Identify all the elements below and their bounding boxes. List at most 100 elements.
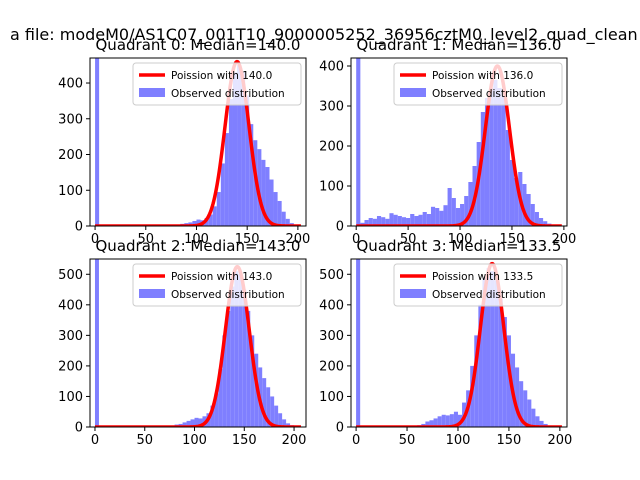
histogram-bar	[356, 58, 361, 226]
histogram-bar	[527, 399, 532, 427]
subplot-title: Quadrant 2: Median=143.0	[96, 237, 301, 255]
y-tick-label: 400	[58, 77, 83, 92]
x-tick-label: 100	[184, 232, 209, 247]
x-tick-label: 50	[138, 232, 155, 247]
histogram-bar	[522, 184, 527, 226]
subplot-title: Quadrant 0: Median=140.0	[96, 36, 301, 54]
histogram-bar	[478, 304, 483, 427]
histogram-bar	[519, 381, 524, 427]
histogram-bar	[242, 289, 247, 427]
histogram-bar	[238, 274, 243, 427]
y-tick-label: 100	[319, 390, 344, 405]
histogram-bar	[480, 112, 485, 226]
histogram-bar	[497, 88, 502, 226]
histogram-bar	[356, 259, 361, 427]
histogram-bar	[194, 417, 199, 427]
histogram-bar	[422, 212, 427, 226]
histogram-bar	[222, 335, 227, 427]
histogram-bar	[95, 58, 100, 226]
histogram-bar	[250, 335, 255, 427]
histogram-bar	[265, 167, 270, 226]
subplot-quadrant-0: 0 50 100 150 200 0 100 200 300 400 Quadrant 0: Med…	[58, 36, 310, 247]
histogram-bar	[505, 130, 510, 226]
legend-observed-label: Observed distribution	[171, 289, 285, 301]
histogram-bar	[262, 378, 267, 427]
y-tick-label: 0	[336, 421, 344, 436]
subplot-quadrant-2: 0 50 100 150 200 0 100 200 300 400 500 Quadrant 2: …	[58, 237, 307, 448]
histogram-bar	[232, 72, 238, 226]
histogram-bar	[439, 210, 444, 226]
histogram-bar	[182, 422, 187, 427]
histogram-bar	[435, 208, 440, 226]
legend-observed-label: Observed distribution	[171, 88, 285, 100]
histogram-bar	[509, 160, 515, 226]
histogram-bar	[234, 271, 239, 427]
legend-observed-label: Observed distribution	[432, 88, 546, 100]
y-tick-label: 300	[319, 329, 344, 344]
histogram-bar	[486, 268, 491, 427]
x-tick-label: 150	[235, 232, 260, 247]
histogram-bar	[445, 415, 450, 427]
histogram-bar	[433, 418, 438, 427]
histogram-bar	[376, 216, 382, 226]
legend-observed-swatch	[139, 88, 165, 97]
histogram-bar	[468, 182, 473, 226]
histogram-bar	[526, 194, 531, 226]
histogram-bar	[389, 213, 394, 226]
y-tick-label: 0	[75, 220, 83, 235]
histogram-bar	[437, 416, 442, 427]
histogram-bar	[385, 218, 390, 226]
histogram-bar	[246, 310, 251, 427]
poisson-curve	[355, 64, 563, 226]
histogram-bar	[410, 214, 415, 226]
histogram-bar	[418, 214, 423, 226]
legend: Poission with 133.5 Observed distribution	[393, 263, 563, 307]
histogram-bar	[501, 96, 506, 226]
subplot-title: Quadrant 3: Median=133.5	[357, 237, 562, 255]
x-tick-label: 100	[448, 232, 473, 247]
histogram-bar	[278, 413, 283, 427]
y-tick-label: 400	[58, 298, 83, 313]
histogram-bar	[406, 218, 411, 226]
histogram-bar	[218, 368, 223, 427]
y-tick-label: 100	[58, 390, 83, 405]
histogram-bar	[482, 277, 487, 427]
legend: Poission with 136.0 Observed distribution	[393, 62, 563, 106]
histogram-bar	[220, 163, 225, 226]
y-tick-label: 300	[58, 329, 83, 344]
histogram-bar	[274, 405, 279, 427]
axes-frame	[350, 258, 568, 428]
legend-poisson-label: Poission with 143.0	[171, 271, 272, 283]
histogram-bar	[364, 220, 369, 226]
histogram-bar	[429, 420, 434, 427]
histogram-bar	[464, 196, 469, 226]
histogram-bar	[224, 133, 229, 226]
y-tick-label: 500	[58, 268, 83, 283]
y-tick-label: 400	[319, 60, 344, 75]
histogram-bar	[196, 219, 201, 226]
legend-observed-swatch	[139, 289, 165, 298]
x-tick-label: 0	[91, 232, 99, 247]
subplot-quadrant-3: 0 50 100 150 200 0 100 200 300 400 500 Quadrant 3: …	[319, 237, 572, 448]
plot-area	[355, 259, 563, 427]
axes-frame	[350, 57, 568, 227]
y-tick-label: 200	[58, 359, 83, 374]
histogram-bar	[94, 259, 99, 427]
histogram-bar	[447, 188, 452, 226]
histogram-bar	[451, 198, 456, 226]
legend-poisson-label: Poission with 140.0	[171, 70, 272, 82]
histogram-bar	[441, 414, 446, 427]
histogram-bar	[498, 298, 503, 427]
histogram-bar	[523, 390, 528, 427]
histogram-bar	[249, 124, 254, 226]
axes-frame	[89, 258, 307, 428]
x-tick-label: 50	[399, 433, 416, 448]
histogram-bar	[210, 405, 215, 427]
histogram-bar	[401, 217, 407, 226]
x-tick-label: 0	[352, 433, 360, 448]
legend: Poission with 143.0 Observed distribution	[132, 263, 302, 307]
y-tick-label: 300	[58, 112, 83, 127]
histogram-bar	[502, 317, 507, 427]
x-tick-label: 0	[91, 433, 99, 448]
